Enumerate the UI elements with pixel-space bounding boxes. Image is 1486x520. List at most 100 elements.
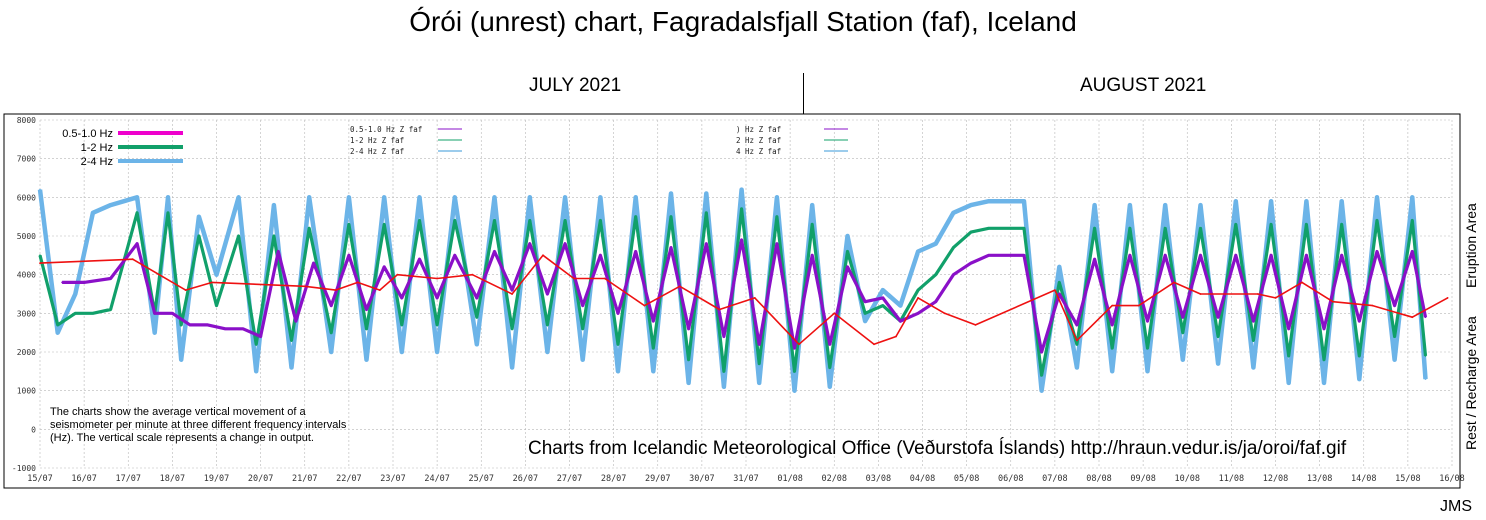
x-tick-label: 05/08 (954, 474, 980, 484)
x-tick-label: 31/07 (733, 474, 759, 484)
data-point (136, 211, 139, 214)
data-point (970, 204, 972, 207)
data-point (277, 250, 280, 253)
data-point (180, 358, 183, 361)
data-point (634, 196, 637, 199)
data-point (793, 389, 796, 392)
x-tick-label: 13/08 (1307, 474, 1333, 484)
data-point (418, 258, 421, 261)
data-point (215, 273, 218, 276)
data-point (705, 192, 708, 195)
data-point (1164, 204, 1167, 207)
data-point (1424, 355, 1427, 357)
month-divider (803, 73, 804, 121)
data-point (581, 327, 584, 330)
data-point (184, 289, 187, 291)
data-point (970, 262, 972, 264)
month-label-august: AUGUST 2021 (1080, 75, 1207, 96)
data-point (1164, 227, 1167, 230)
data-point (92, 312, 94, 315)
y-tick-label: 5000 (17, 232, 36, 241)
data-point (934, 273, 937, 276)
data-point (383, 196, 386, 199)
data-point (511, 289, 513, 291)
data-point (1199, 293, 1202, 295)
data-point (1199, 227, 1202, 230)
data-point (846, 266, 849, 268)
data-point (1217, 362, 1219, 365)
data-point (400, 351, 403, 353)
author-credit: JMS (1440, 498, 1472, 515)
data-point (1111, 370, 1114, 373)
data-point (471, 273, 474, 276)
data-point (511, 366, 513, 369)
data-point (1411, 316, 1414, 319)
data-point (39, 254, 41, 257)
data-point (1287, 355, 1290, 357)
data-point (528, 219, 531, 222)
data-point (864, 320, 866, 322)
data-point (290, 339, 293, 342)
data-point (740, 188, 743, 191)
data-point (1340, 254, 1343, 257)
data-point (776, 215, 778, 218)
data-point (109, 277, 112, 280)
data-point (1332, 300, 1334, 303)
data-point (793, 370, 796, 373)
data-point (1129, 227, 1131, 230)
data-point (1274, 297, 1277, 299)
data-point (511, 327, 513, 330)
inset-legend-label: 2 Hz Z faf (736, 136, 781, 145)
y-tick-label: -1000 (12, 464, 36, 473)
data-point (1270, 254, 1272, 257)
data-point (811, 254, 814, 257)
y-tick-label: 1000 (17, 387, 36, 396)
data-point (723, 370, 725, 373)
data-point (237, 196, 240, 199)
data-point (1040, 389, 1043, 392)
data-point (180, 324, 183, 326)
data-point (436, 277, 438, 280)
data-point (1393, 304, 1396, 307)
data-point (1305, 223, 1308, 226)
y-tick-label: 0 (31, 425, 36, 434)
data-point (511, 293, 513, 295)
data-point (881, 304, 884, 307)
chart-note: The charts show the average vertical mov… (50, 406, 347, 444)
data-point (987, 254, 990, 257)
side-label-rest: Rest / Recharge Area (1463, 316, 1479, 450)
data-point (136, 242, 139, 245)
data-point (546, 324, 549, 326)
y-tick-label: 6000 (17, 193, 36, 202)
data-point (723, 385, 725, 388)
data-point (312, 262, 315, 264)
data-point (436, 351, 438, 353)
data-point (198, 235, 200, 237)
data-point (1323, 327, 1325, 330)
data-point (1181, 358, 1184, 361)
data-point (211, 281, 214, 284)
data-point (453, 219, 456, 222)
data-point (934, 242, 937, 245)
x-tick-label: 30/07 (689, 474, 715, 484)
data-point (1323, 382, 1325, 384)
y-tick-label: 8000 (17, 116, 36, 125)
month-label-july: JULY 2021 (529, 75, 622, 96)
data-point (987, 227, 990, 230)
data-point (899, 320, 902, 322)
x-tick-label: 15/07 (27, 474, 53, 484)
data-point (1424, 316, 1427, 319)
data-point (1270, 200, 1272, 203)
data-point (198, 215, 200, 218)
data-point (334, 289, 337, 291)
data-point (1340, 223, 1343, 226)
data-point (599, 219, 602, 222)
data-point (670, 246, 672, 249)
data-point (493, 250, 496, 253)
data-point (581, 304, 584, 307)
data-point (1023, 254, 1025, 257)
data-point (348, 254, 350, 257)
data-point (1376, 219, 1378, 222)
data-point (687, 327, 690, 330)
data-point (378, 289, 381, 291)
